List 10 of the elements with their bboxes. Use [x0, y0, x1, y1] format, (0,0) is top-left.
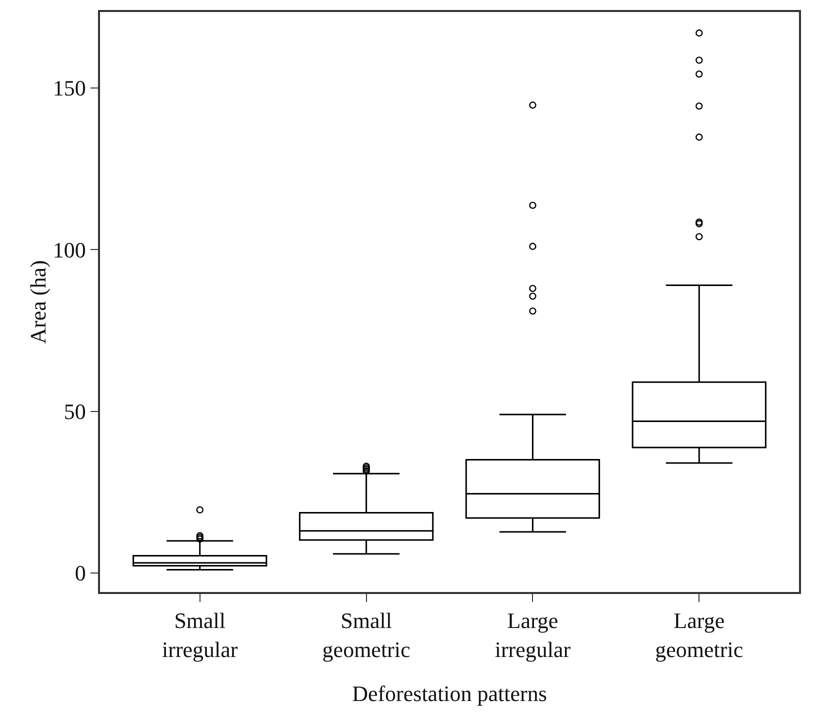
- y-tick-label: 150: [52, 76, 86, 101]
- y-tick-label: 0: [74, 560, 86, 586]
- x-tick-label: Small irregular: [162, 608, 238, 662]
- x-tick-label: Large irregular: [494, 608, 572, 662]
- x-tick-label: Large geometric: [655, 608, 744, 662]
- y-tick-label: 100: [52, 237, 86, 262]
- x-axis-title: Deforestation patterns: [352, 681, 547, 706]
- x-tick-label: Small geometric: [322, 608, 410, 662]
- y-axis-title: Area (ha): [26, 260, 50, 344]
- y-tick-label: 50: [64, 398, 86, 424]
